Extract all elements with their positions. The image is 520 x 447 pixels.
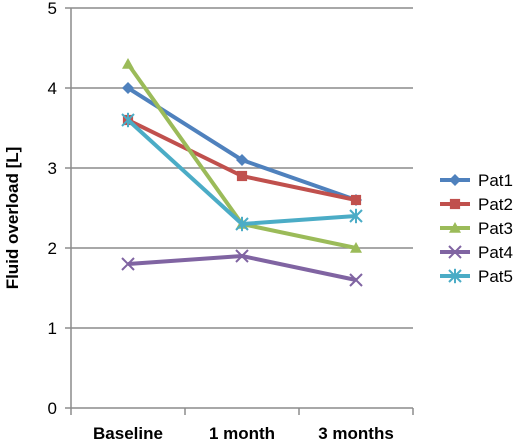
y-tick-label: 4 [48,79,57,98]
legend-item-pat1: Pat1 [440,171,513,190]
legend-label: Pat5 [478,267,513,286]
y-axis-title: Fluid overload [L] [3,147,22,290]
series-pat1 [122,82,362,206]
data-point [349,208,363,224]
data-point [122,58,134,69]
data-point [449,174,461,186]
data-point [449,198,461,210]
data-point [350,194,362,206]
y-tick-label: 3 [48,159,57,178]
legend-item-pat5: Pat5 [440,267,513,286]
legend: Pat1 Pat2 Pat3 Pat4 Pat5 [440,171,513,286]
data-point [121,257,135,271]
data-point [236,170,248,182]
legend-item-pat3: Pat3 [440,219,513,238]
data-point [235,249,249,263]
data-point [349,273,363,287]
x-tick-label: 1 month [209,424,275,443]
y-tick-label: 0 [48,399,57,418]
data-point [121,112,135,128]
series-group [121,58,363,287]
data-point [449,222,461,233]
legend-label: Pat3 [478,219,513,238]
y-tick-label: 5 [48,0,57,18]
y-tick-labels: 0 1 2 3 4 5 [48,0,57,418]
series-line [126,86,357,202]
data-point [350,242,362,253]
legend-label: Pat4 [478,243,513,262]
y-tick-label: 1 [48,319,57,338]
axes [65,7,414,415]
data-point [122,82,134,94]
legend-label: Pat1 [478,171,513,190]
legend-label: Pat2 [478,195,513,214]
y-tick-label: 2 [48,239,57,258]
data-point [235,216,249,232]
x-tick-label: Baseline [93,424,163,443]
data-point [448,268,462,284]
grid [71,7,413,329]
x-tick-label: 3 months [318,424,394,443]
series-pat5 [121,112,363,232]
legend-item-pat4: Pat4 [440,243,513,262]
data-point [448,245,462,259]
legend-item-pat2: Pat2 [440,195,513,214]
data-point [236,154,248,166]
x-tick-labels: Baseline 1 month 3 months [93,424,394,443]
series-line [127,254,357,282]
series-pat4 [121,249,363,287]
